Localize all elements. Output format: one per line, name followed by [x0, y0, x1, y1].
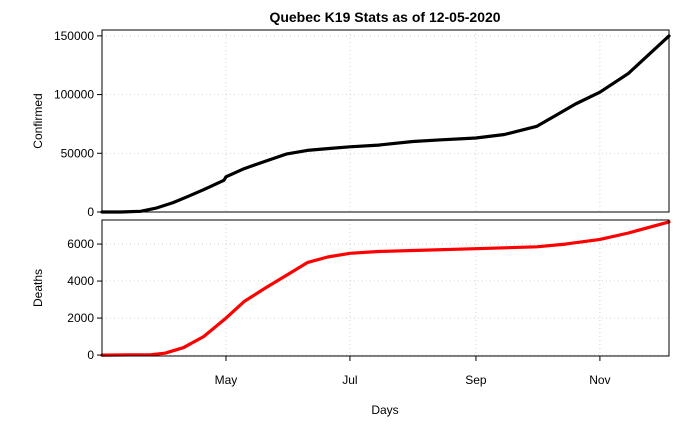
confirmed-grid: [102, 30, 669, 213]
x-tick-label: Jul: [342, 373, 357, 387]
confirmed-panel: 0 50000 100000 150000 Confirmed: [31, 29, 671, 219]
deaths-y-axis-label: Deaths: [31, 269, 45, 307]
confirmed-y-tick-label: 100000: [54, 88, 94, 102]
deaths-panel: 0 2000 4000 6000 Deaths: [31, 219, 671, 362]
x-tick-label: Sep: [465, 373, 487, 387]
x-tick-label: Nov: [589, 373, 610, 387]
x-tick-label: May: [215, 373, 238, 387]
x-axis-label: Days: [371, 403, 398, 417]
deaths-y-tick-label: 6000: [67, 237, 94, 251]
deaths-series-line: [100, 220, 671, 357]
deaths-y-tick-label: 2000: [67, 311, 94, 325]
deaths-y-axis: 0 2000 4000 6000: [67, 237, 102, 362]
confirmed-series-line: [100, 34, 671, 214]
confirmed-plot-frame: [101, 29, 670, 213]
confirmed-y-axis: 0 50000 100000 150000: [54, 29, 102, 219]
confirmed-y-tick-label: 50000: [61, 146, 95, 160]
deaths-y-tick-label: 0: [87, 348, 94, 362]
confirmed-y-tick-label: 0: [87, 205, 94, 219]
confirmed-y-axis-label: Confirmed: [31, 93, 45, 148]
x-axis: May Jul Sep Nov: [215, 356, 611, 387]
confirmed-y-tick-label: 150000: [54, 29, 94, 43]
deaths-plot-frame: [101, 219, 670, 357]
deaths-y-tick-label: 4000: [67, 274, 94, 288]
chart-title: Quebec K19 Stats as of 12-05-2020: [269, 9, 500, 25]
